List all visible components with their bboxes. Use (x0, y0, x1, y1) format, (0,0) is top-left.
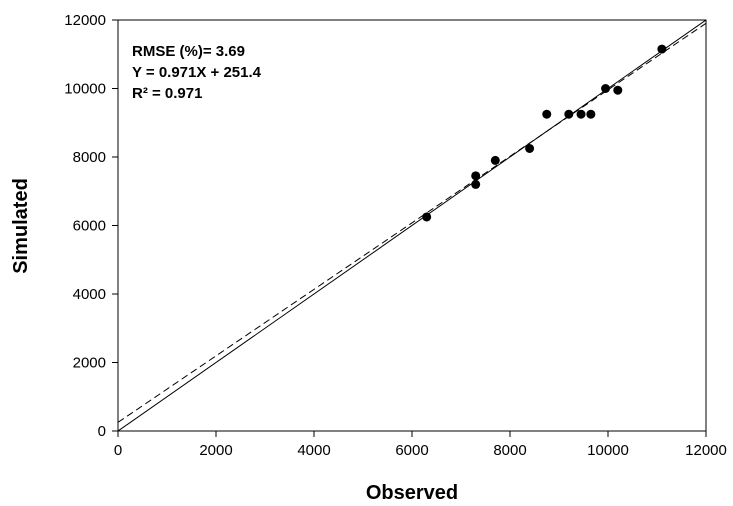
y-tick-label: 0 (98, 423, 106, 440)
y-tick-label: 4000 (73, 286, 106, 303)
y-axis-title: Simulated (10, 178, 32, 274)
x-axis-ticks: 0 2000 4000 6000 8000 10000 12000 (114, 431, 727, 459)
data-point (471, 179, 481, 189)
x-tick-label: 12000 (685, 442, 727, 459)
x-tick-label: 10000 (587, 442, 629, 459)
r-squared-annotation: R² = 0.971 (132, 85, 202, 102)
data-point (422, 212, 432, 222)
fit-lines (118, 20, 706, 431)
y-tick-label: 2000 (73, 355, 106, 372)
data-point (576, 109, 586, 119)
y-tick-label: 12000 (64, 12, 106, 29)
data-point (525, 143, 535, 153)
x-tick-label: 0 (114, 442, 122, 459)
data-point (471, 171, 481, 181)
equation-annotation: Y = 0.971X + 251.4 (132, 64, 262, 81)
x-tick-label: 2000 (199, 442, 232, 459)
data-point (490, 155, 500, 165)
regression-line (118, 22, 706, 423)
stats-annotation: RMSE (%)= 3.69 Y = 0.971X + 251.4 R² = 0… (132, 43, 262, 102)
one-to-one-line (118, 20, 706, 431)
x-axis-title: Observed (366, 482, 458, 504)
data-point (564, 109, 574, 119)
rmse-annotation: RMSE (%)= 3.69 (132, 43, 245, 60)
data-point (657, 44, 667, 54)
data-point (601, 84, 611, 93)
x-tick-label: 4000 (297, 442, 330, 459)
y-tick-label: 6000 (73, 218, 106, 235)
data-point (613, 85, 623, 95)
y-tick-label: 8000 (73, 149, 106, 166)
data-point (542, 109, 552, 119)
data-points (422, 44, 667, 222)
x-tick-label: 6000 (395, 442, 428, 459)
x-tick-label: 8000 (493, 442, 526, 459)
y-axis-ticks: 0 2000 4000 6000 8000 10000 12000 (64, 12, 118, 440)
data-point (586, 109, 596, 119)
y-tick-label: 10000 (64, 81, 106, 98)
